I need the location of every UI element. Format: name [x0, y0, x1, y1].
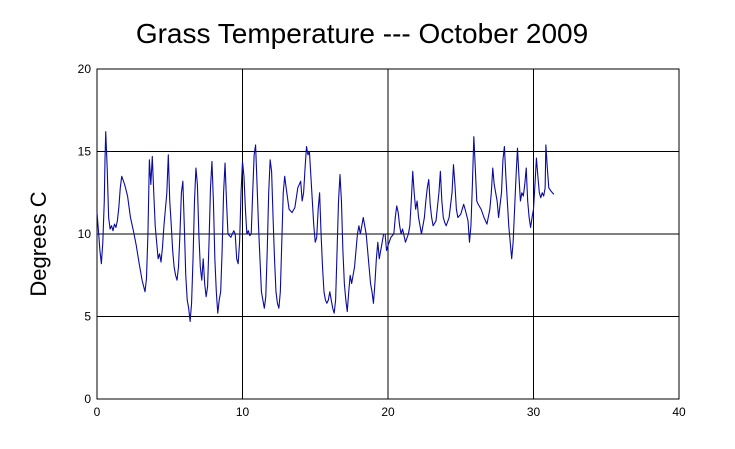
chart-title: Grass Temperature --- October 2009	[136, 18, 588, 49]
x-tick-label: 10	[236, 405, 250, 419]
y-tick-label: 5	[84, 310, 91, 324]
x-tick-label: 0	[94, 405, 101, 419]
y-tick-label: 0	[84, 392, 91, 406]
y-axis: 0 5 10 15 20	[78, 62, 92, 406]
x-tick-label: 20	[381, 405, 395, 419]
x-tick-label: 30	[527, 405, 541, 419]
series-line	[96, 131, 555, 322]
x-tick-label: 40	[672, 405, 686, 419]
y-axis-label: Degrees C	[26, 191, 51, 296]
plot-area	[96, 68, 680, 400]
y-tick-label: 20	[78, 62, 92, 76]
x-axis: 0 10 20 30 40	[94, 405, 686, 419]
y-tick-label: 10	[78, 227, 92, 241]
y-tick-label: 15	[78, 145, 92, 159]
